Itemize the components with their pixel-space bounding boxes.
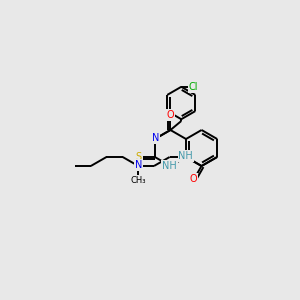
Text: NH: NH [178, 151, 193, 161]
Text: N: N [135, 160, 142, 170]
Text: N: N [152, 133, 160, 143]
Text: CH₃: CH₃ [130, 176, 146, 185]
Text: O: O [190, 174, 197, 184]
Text: Cl: Cl [188, 82, 198, 92]
Text: O: O [167, 110, 174, 120]
Text: S: S [136, 152, 142, 162]
Text: NH: NH [162, 161, 177, 171]
